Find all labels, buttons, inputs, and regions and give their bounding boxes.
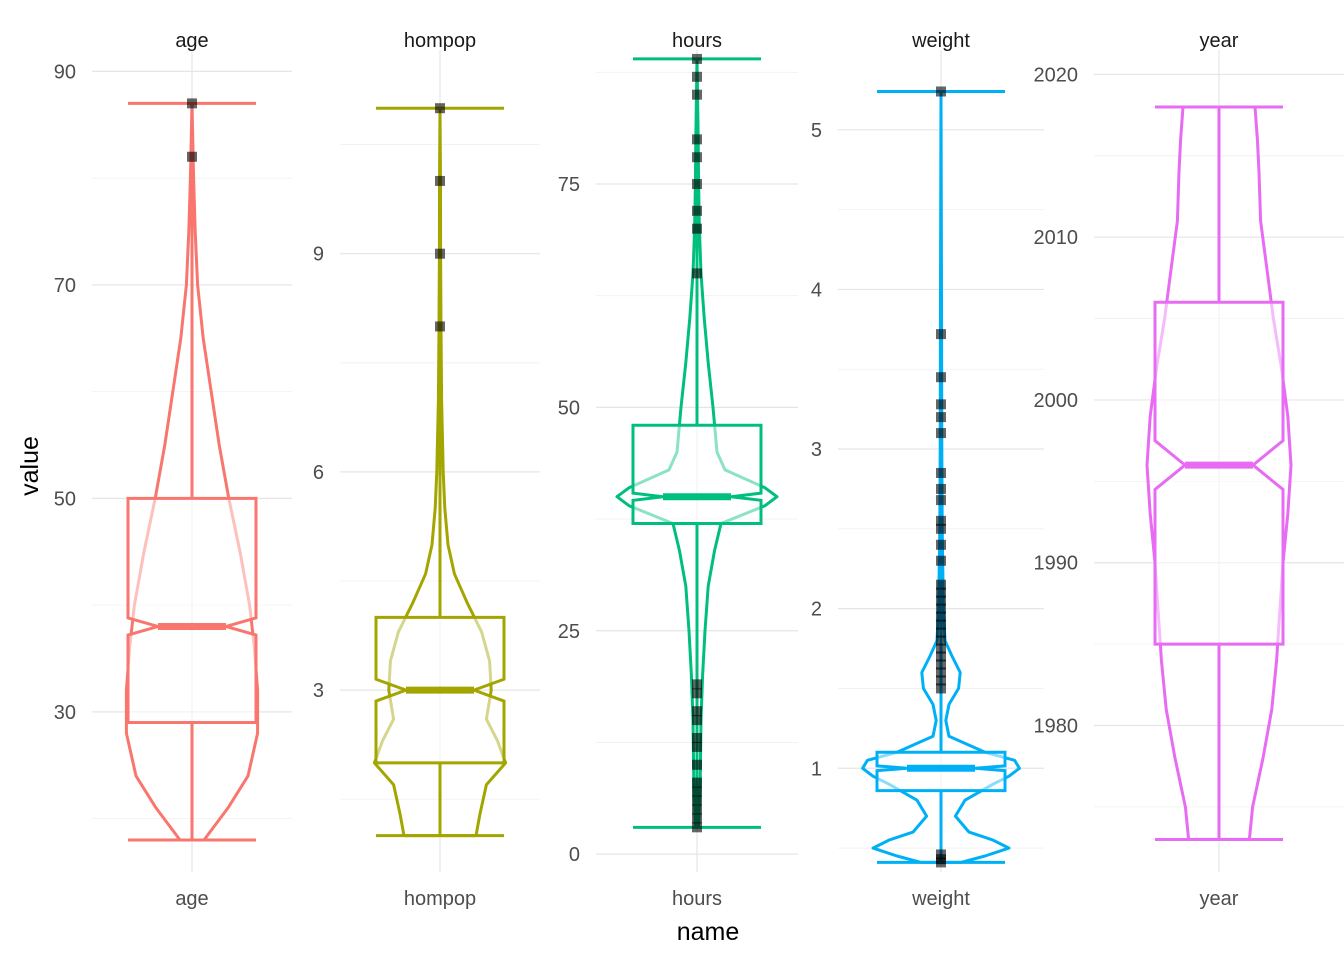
x-tick-label-hours: hours bbox=[672, 888, 722, 910]
x-tick-label-weight: weight bbox=[911, 888, 970, 910]
strip-label-year: year bbox=[1200, 30, 1239, 52]
outlier-point bbox=[936, 399, 946, 410]
outlier-point bbox=[936, 651, 946, 662]
y-tick-label: 90 bbox=[54, 61, 76, 83]
outlier-point bbox=[936, 627, 946, 638]
outlier-point bbox=[936, 428, 946, 439]
y-tick-label: 30 bbox=[54, 702, 76, 724]
y-tick-label: 25 bbox=[558, 621, 580, 643]
y-tick-label: 4 bbox=[811, 279, 822, 301]
box-age bbox=[126, 496, 258, 725]
outlier-point bbox=[692, 223, 702, 234]
y-axis-title: value bbox=[16, 436, 44, 496]
y-tick-label: 3 bbox=[811, 439, 822, 461]
y-tick-label: 50 bbox=[54, 488, 76, 510]
x-tick-label-year: year bbox=[1200, 888, 1239, 910]
outlier-point bbox=[692, 715, 702, 726]
x-tick-label-age: age bbox=[175, 888, 208, 910]
outlier-point bbox=[936, 675, 946, 686]
outlier-point bbox=[692, 741, 702, 752]
panel-hours: 0 25 50 75 hours hours bbox=[558, 30, 798, 910]
outlier-point bbox=[692, 777, 702, 788]
panel-hompop: 3 6 9 hompop hompop bbox=[313, 30, 540, 910]
outlier-point bbox=[435, 175, 445, 186]
outlier-point bbox=[936, 595, 946, 606]
outlier-point bbox=[936, 667, 946, 678]
outlier-point bbox=[692, 813, 702, 824]
outlier-point bbox=[936, 412, 946, 423]
outlier-point bbox=[692, 706, 702, 717]
outlier-point bbox=[692, 759, 702, 770]
outlier-point bbox=[692, 152, 702, 163]
panel-year: 1980 1990 2000 2010 2020 year year bbox=[1034, 30, 1344, 910]
y-tick-label: 1980 bbox=[1034, 716, 1079, 738]
outlier-point bbox=[692, 732, 702, 743]
outlier-point bbox=[936, 635, 946, 646]
x-tick-label-hompop: hompop bbox=[404, 888, 476, 910]
outlier-point bbox=[936, 849, 946, 860]
outlier-point bbox=[692, 688, 702, 699]
strip-label-hours: hours bbox=[672, 30, 722, 52]
y-tick-label: 50 bbox=[558, 397, 580, 419]
y-tick-label: 2010 bbox=[1034, 227, 1079, 249]
outlier-point bbox=[936, 611, 946, 622]
box-year bbox=[1153, 300, 1285, 646]
y-tick-label: 1 bbox=[811, 758, 822, 780]
outlier-point bbox=[936, 467, 946, 478]
outlier-point bbox=[187, 98, 197, 109]
outlier-point bbox=[936, 483, 946, 494]
outlier-point bbox=[936, 329, 946, 340]
outlier-point bbox=[435, 103, 445, 114]
y-tick-label: 70 bbox=[54, 275, 76, 297]
outlier-point bbox=[936, 539, 946, 550]
outlier-point bbox=[936, 603, 946, 614]
outlier-point bbox=[936, 643, 946, 654]
strip-label-hompop: hompop bbox=[404, 30, 476, 52]
panel-weight: 1 2 3 4 5 weight weight bbox=[811, 30, 1044, 910]
y-tick-label: 2020 bbox=[1034, 64, 1079, 86]
outlier-point bbox=[435, 248, 445, 259]
panels: 30507090ageage369hompophompop0255075hour… bbox=[54, 30, 1344, 910]
outlier-point bbox=[936, 659, 946, 670]
outlier-point bbox=[692, 795, 702, 806]
y-tick-label: 0 bbox=[569, 844, 580, 866]
outlier-point bbox=[936, 555, 946, 566]
outlier-point bbox=[936, 523, 946, 534]
outlier-point bbox=[936, 372, 946, 383]
outlier-point bbox=[692, 134, 702, 145]
y-tick-label: 75 bbox=[558, 174, 580, 196]
y-tick-label: 9 bbox=[313, 244, 324, 266]
outlier-point bbox=[692, 679, 702, 690]
panel-age: 30 50 70 90 age age bbox=[54, 30, 292, 910]
y-tick-label: 1990 bbox=[1034, 553, 1079, 575]
box-hours bbox=[631, 423, 763, 526]
outlier-point bbox=[936, 619, 946, 630]
x-axis-title: name bbox=[677, 918, 740, 946]
outlier-point bbox=[936, 579, 946, 590]
outlier-point bbox=[936, 495, 946, 506]
outlier-point bbox=[435, 321, 445, 332]
y-tick-label: 2000 bbox=[1034, 390, 1079, 412]
outlier-point bbox=[692, 205, 702, 216]
y-tick-label: 6 bbox=[313, 462, 324, 484]
outlier-point bbox=[936, 587, 946, 598]
outlier-point bbox=[692, 89, 702, 100]
outlier-point bbox=[187, 151, 197, 162]
strip-label-age: age bbox=[175, 30, 208, 52]
y-tick-label: 3 bbox=[313, 680, 324, 702]
outlier-point bbox=[692, 268, 702, 279]
y-tick-label: 5 bbox=[811, 120, 822, 142]
outlier-point bbox=[936, 515, 946, 526]
outlier-point bbox=[692, 71, 702, 82]
outlier-point bbox=[692, 822, 702, 833]
outlier-point bbox=[692, 53, 702, 64]
strip-label-weight: weight bbox=[911, 30, 970, 52]
outlier-point bbox=[692, 179, 702, 190]
y-tick-label: 2 bbox=[811, 599, 822, 621]
outlier-point bbox=[936, 683, 946, 694]
outlier-point bbox=[936, 86, 946, 97]
outlier-point bbox=[692, 786, 702, 797]
outlier-point bbox=[692, 804, 702, 815]
